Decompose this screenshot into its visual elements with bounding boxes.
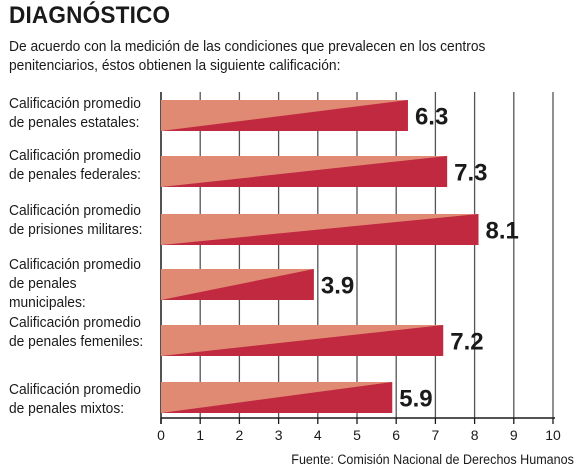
category-label-line: de penales mixtos: xyxy=(9,400,125,417)
category-label-line: de penales estatales: xyxy=(9,114,140,131)
bar-highlight xyxy=(161,156,448,187)
bar-highlight xyxy=(161,269,314,300)
category-label: Calificación promedio de penales mixtos: xyxy=(9,380,156,418)
subtitle-line-1: De acuerdo con la medición de las condic… xyxy=(9,38,486,55)
bar-value-label: 6.3 xyxy=(415,104,448,131)
x-tick-label: 2 xyxy=(236,427,244,443)
category-label: Calificación promedio de penales femenile… xyxy=(9,313,156,351)
x-tick-label: 9 xyxy=(510,427,518,443)
category-label: Calificación promedio de penales federale… xyxy=(9,146,156,184)
chart-title: DIAGNÓSTICO xyxy=(9,2,171,29)
x-tick-label: 4 xyxy=(314,427,322,443)
category-label-line: municipales: xyxy=(9,294,86,311)
x-tick-label: 1 xyxy=(196,427,204,443)
category-label-line: de prisiones militares: xyxy=(9,221,143,238)
chart-subtitle: De acuerdo con la medición de las condic… xyxy=(9,37,529,75)
category-label-line: Calificación promedio xyxy=(9,314,141,331)
bar-value-label: 7.2 xyxy=(450,329,483,356)
category-label: Calificación promedio de penales municipal… xyxy=(9,255,156,312)
x-tick-label: 0 xyxy=(157,427,165,443)
category-label-line: Calificación promedio xyxy=(9,95,141,112)
bar-highlight xyxy=(161,100,408,131)
source-note: Fuente: Comisión Nacional de Derechos Hu… xyxy=(291,452,574,467)
x-tick-label: 8 xyxy=(471,427,479,443)
bar-value-label: 8.1 xyxy=(486,218,519,245)
bar-highlight xyxy=(161,214,479,245)
category-label-line: Calificación promedio xyxy=(9,381,141,398)
category-label-line: de penales xyxy=(9,275,77,292)
category-label-line: Calificación promedio xyxy=(9,202,141,219)
category-label: Calificación promedio de penales estatale… xyxy=(9,94,156,132)
category-label: Calificación promedio de prisiones milita… xyxy=(9,201,156,239)
x-tick-label: 3 xyxy=(275,427,283,443)
bar-value-label: 3.9 xyxy=(321,273,354,300)
x-tick-label: 5 xyxy=(353,427,361,443)
bar-value-label: 7.3 xyxy=(454,160,487,187)
x-tick-label: 10 xyxy=(545,427,561,443)
x-tick-label: 7 xyxy=(432,427,440,443)
category-label-line: Calificación promedio xyxy=(9,256,141,273)
subtitle-line-2: penitenciarios, éstos obtienen la siguie… xyxy=(9,57,341,74)
bar-highlight xyxy=(161,325,444,356)
category-label-line: de penales federales: xyxy=(9,166,141,183)
category-label-line: de penales femeniles: xyxy=(9,333,144,350)
category-label-line: Calificación promedio xyxy=(9,147,141,164)
bar-value-label: 5.9 xyxy=(399,386,432,413)
bar-highlight xyxy=(161,382,393,413)
x-tick-label: 6 xyxy=(392,427,400,443)
